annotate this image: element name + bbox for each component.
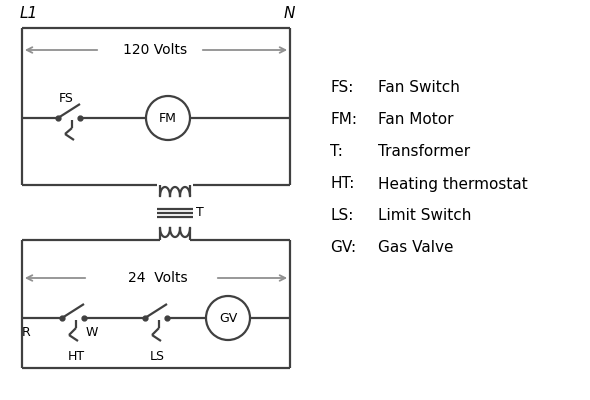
Text: HT:: HT: xyxy=(330,176,355,192)
Text: FS:: FS: xyxy=(330,80,353,96)
Text: LS: LS xyxy=(149,350,165,362)
Text: GV: GV xyxy=(219,312,237,324)
Text: GV:: GV: xyxy=(330,240,356,256)
Text: 24  Volts: 24 Volts xyxy=(128,271,188,285)
Text: LS:: LS: xyxy=(330,208,353,224)
Text: R: R xyxy=(22,326,30,338)
Text: Transformer: Transformer xyxy=(378,144,470,160)
Text: FS: FS xyxy=(58,92,73,104)
Text: Limit Switch: Limit Switch xyxy=(378,208,471,224)
Text: FM: FM xyxy=(159,112,177,124)
Text: T: T xyxy=(196,206,204,218)
Text: Fan Switch: Fan Switch xyxy=(378,80,460,96)
Text: N: N xyxy=(284,6,296,22)
Text: 120 Volts: 120 Volts xyxy=(123,43,187,57)
Text: Fan Motor: Fan Motor xyxy=(378,112,454,128)
Text: HT: HT xyxy=(67,350,84,362)
Text: T:: T: xyxy=(330,144,343,160)
Text: FM:: FM: xyxy=(330,112,357,128)
Text: L1: L1 xyxy=(20,6,38,22)
Text: Gas Valve: Gas Valve xyxy=(378,240,454,256)
Text: W: W xyxy=(86,326,98,338)
Text: Heating thermostat: Heating thermostat xyxy=(378,176,527,192)
